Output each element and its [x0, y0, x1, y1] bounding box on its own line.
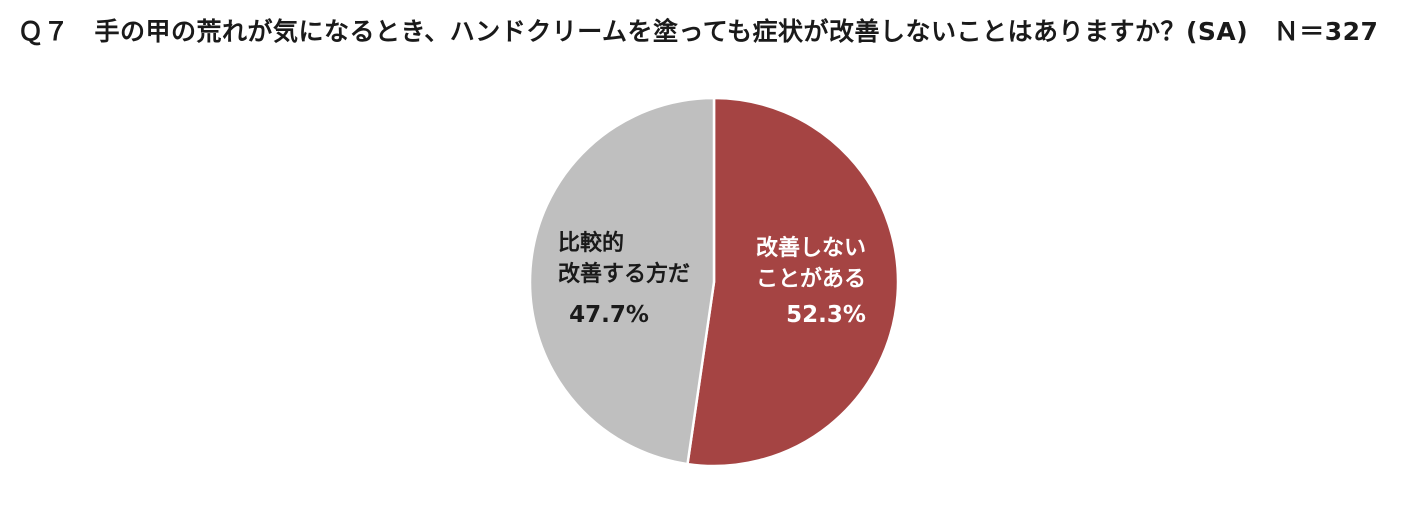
slice-2-label-line-2: 改善する方だ	[558, 261, 690, 287]
pie-slice-2	[528, 96, 716, 466]
slice-1-value-label: 52.3%	[786, 302, 866, 328]
slice-2-value-label: 47.7%	[569, 302, 649, 328]
pie-slice-1	[686, 96, 900, 468]
chart-title: Ｑ７ 手の甲の荒れが気になるとき、ハンドクリームを塗っても症状が改善しないことは…	[18, 17, 1379, 46]
slice-2-label-line-1: 比較的	[558, 230, 624, 256]
pie-slices	[528, 96, 900, 468]
slice-1-label-line-1: 改善しない	[756, 235, 866, 261]
slice-1-label-line-2: ことがある	[756, 266, 866, 292]
